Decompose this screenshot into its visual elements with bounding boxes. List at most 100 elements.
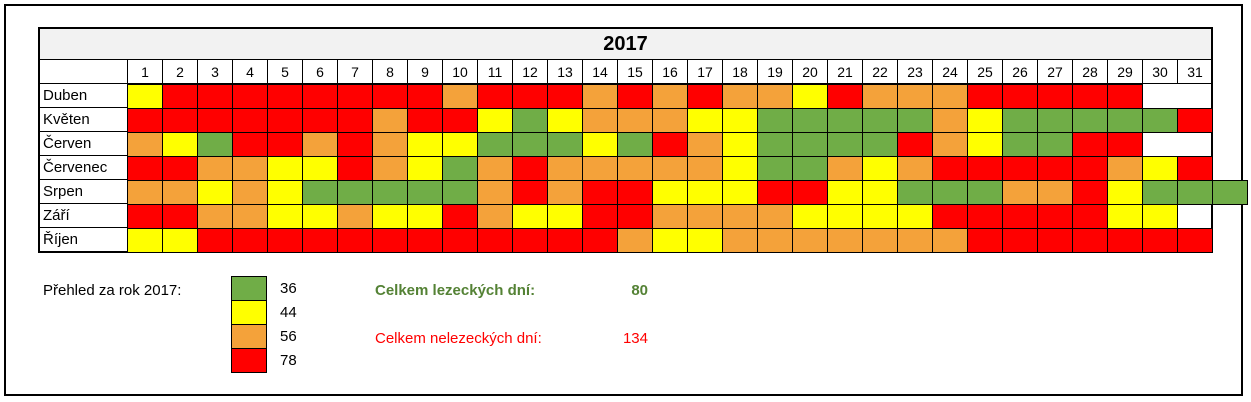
- day-cell: [302, 156, 338, 181]
- day-cell: [792, 132, 828, 157]
- day-cell: [372, 180, 408, 205]
- day-cell: [407, 180, 443, 205]
- day-cell: [407, 84, 443, 109]
- day-header: 21: [827, 60, 862, 84]
- day-header: 27: [1037, 60, 1072, 84]
- day-cell: [372, 132, 408, 157]
- month-label: Říjen: [40, 228, 127, 252]
- day-cell: [1107, 228, 1143, 253]
- month-label: Květen: [40, 108, 127, 132]
- day-cell: [267, 180, 303, 205]
- day-cell: [827, 180, 863, 205]
- day-cell: [1072, 84, 1108, 109]
- day-header: 17: [687, 60, 722, 84]
- day-cell: [477, 108, 513, 133]
- day-cell: [1002, 204, 1038, 229]
- day-cell: [932, 108, 968, 133]
- day-header: 19: [757, 60, 792, 84]
- day-cell: [792, 108, 828, 133]
- day-cell: [897, 108, 933, 133]
- day-cell: [932, 132, 968, 157]
- non-climbing-days-value: 134: [622, 330, 648, 347]
- day-cell: [722, 180, 758, 205]
- day-cell: [162, 180, 198, 205]
- day-cell: [687, 84, 723, 109]
- day-cell: [1002, 156, 1038, 181]
- day-cell: [792, 228, 828, 253]
- day-cell: [407, 108, 443, 133]
- day-cell: [582, 108, 618, 133]
- day-cell: [1072, 132, 1108, 157]
- day-cell: [757, 84, 793, 109]
- day-cell: [372, 108, 408, 133]
- day-cell: [232, 84, 268, 109]
- day-cell: [267, 108, 303, 133]
- day-cell: [1072, 108, 1108, 133]
- day-cell: [967, 180, 1003, 205]
- day-cell: [267, 84, 303, 109]
- day-cell: [1002, 132, 1038, 157]
- day-cell: [547, 180, 583, 205]
- month-label: Červenec: [40, 156, 127, 180]
- day-header: 11: [477, 60, 512, 84]
- day-cell: [582, 180, 618, 205]
- day-header: 9: [407, 60, 442, 84]
- day-cell: [757, 108, 793, 133]
- day-cell: [652, 108, 688, 133]
- day-cell: [337, 228, 373, 253]
- day-cell: [197, 84, 233, 109]
- day-cell: [967, 228, 1003, 253]
- day-cell: [932, 228, 968, 253]
- month-label: Září: [40, 204, 127, 228]
- day-cell: [1177, 108, 1213, 133]
- day-cell: [862, 132, 898, 157]
- day-cell: [757, 156, 793, 181]
- day-cell: [1142, 228, 1178, 253]
- day-cell: [372, 204, 408, 229]
- day-cell: [897, 132, 933, 157]
- day-cell: [617, 132, 653, 157]
- day-cell: [477, 228, 513, 253]
- day-cell: [232, 228, 268, 253]
- day-header: 10: [442, 60, 477, 84]
- day-header: 30: [1142, 60, 1177, 84]
- day-header: 20: [792, 60, 827, 84]
- day-cell: [127, 108, 163, 133]
- day-cell: [442, 132, 478, 157]
- day-cell: [1072, 180, 1108, 205]
- day-cell: [932, 156, 968, 181]
- day-cell: [302, 132, 338, 157]
- day-cell: [897, 156, 933, 181]
- month-label: Duben: [40, 84, 127, 108]
- day-cell: [232, 204, 268, 229]
- legend-count: 36: [280, 280, 297, 297]
- day-cell: [372, 84, 408, 109]
- day-cell: [617, 108, 653, 133]
- day-cell: [862, 84, 898, 109]
- day-cell: [1212, 180, 1248, 205]
- day-cell: [512, 108, 548, 133]
- day-cell: [1002, 180, 1038, 205]
- day-cell: [792, 204, 828, 229]
- day-cell: [337, 156, 373, 181]
- calendar-title: 2017: [40, 29, 1211, 60]
- day-cell: [547, 156, 583, 181]
- day-cell: [407, 204, 443, 229]
- day-cell: [337, 132, 373, 157]
- day-cell: [652, 180, 688, 205]
- climbing-days-value: 80: [631, 282, 648, 299]
- day-cell: [722, 228, 758, 253]
- day-cell: [827, 84, 863, 109]
- day-cell: [897, 204, 933, 229]
- day-cell: [862, 156, 898, 181]
- day-cell: [1142, 204, 1178, 229]
- day-cell: [1107, 204, 1143, 229]
- day-cell: [862, 108, 898, 133]
- day-cell: [582, 156, 618, 181]
- day-cell: [862, 180, 898, 205]
- day-cell: [197, 156, 233, 181]
- legend-swatch: [231, 324, 267, 349]
- day-cell: [827, 228, 863, 253]
- day-cell: [967, 108, 1003, 133]
- day-cell: [1142, 108, 1178, 133]
